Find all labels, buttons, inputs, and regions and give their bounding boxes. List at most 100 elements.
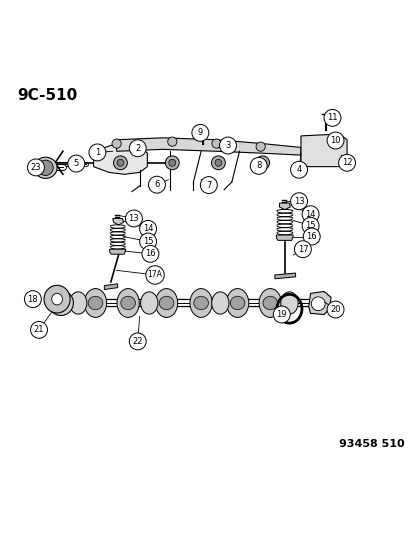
Circle shape	[113, 156, 127, 169]
Polygon shape	[116, 138, 300, 155]
Text: 17: 17	[297, 245, 307, 254]
Text: 16: 16	[145, 249, 155, 259]
Text: 9: 9	[197, 128, 202, 138]
Circle shape	[142, 245, 159, 262]
Circle shape	[31, 321, 47, 338]
Text: 7: 7	[206, 181, 211, 190]
Polygon shape	[109, 249, 126, 254]
Text: 15: 15	[305, 221, 315, 230]
Circle shape	[250, 157, 266, 174]
Circle shape	[301, 217, 318, 234]
Circle shape	[112, 139, 121, 148]
Polygon shape	[308, 292, 330, 314]
Circle shape	[311, 297, 324, 311]
Ellipse shape	[155, 288, 177, 317]
Text: 6: 6	[154, 180, 159, 189]
Ellipse shape	[44, 285, 70, 313]
Circle shape	[169, 159, 176, 166]
Ellipse shape	[159, 296, 173, 310]
Polygon shape	[300, 134, 346, 167]
Circle shape	[117, 159, 123, 166]
Ellipse shape	[193, 296, 208, 310]
Ellipse shape	[34, 157, 57, 179]
Circle shape	[148, 176, 165, 193]
Circle shape	[192, 124, 208, 141]
Polygon shape	[93, 143, 147, 174]
Text: 22: 22	[132, 337, 142, 346]
Ellipse shape	[226, 288, 248, 317]
Circle shape	[290, 161, 307, 178]
Text: 14: 14	[142, 224, 153, 233]
Text: 8: 8	[255, 161, 261, 171]
Ellipse shape	[190, 288, 212, 317]
Text: 9C-510: 9C-510	[17, 88, 77, 103]
Text: 12: 12	[341, 158, 351, 167]
Text: 15: 15	[142, 237, 153, 246]
Circle shape	[211, 156, 225, 169]
Text: 20: 20	[330, 305, 340, 314]
Text: 2: 2	[135, 144, 140, 152]
Circle shape	[303, 228, 319, 245]
Circle shape	[273, 306, 290, 323]
Circle shape	[145, 266, 164, 284]
Circle shape	[290, 193, 307, 209]
Circle shape	[338, 155, 355, 171]
Circle shape	[129, 333, 146, 350]
Circle shape	[211, 139, 221, 148]
Circle shape	[219, 137, 236, 154]
Text: 10: 10	[330, 136, 340, 145]
Circle shape	[27, 159, 44, 176]
Text: 17A: 17A	[147, 270, 162, 279]
Text: 5: 5	[74, 159, 79, 168]
Circle shape	[301, 206, 318, 223]
Circle shape	[139, 233, 156, 250]
Text: 93458 510: 93458 510	[339, 439, 404, 449]
Ellipse shape	[262, 296, 277, 310]
Circle shape	[259, 159, 266, 166]
Circle shape	[326, 301, 343, 318]
Circle shape	[326, 132, 343, 149]
Ellipse shape	[140, 292, 157, 314]
Ellipse shape	[84, 288, 107, 317]
Text: 18: 18	[28, 295, 38, 304]
Circle shape	[255, 156, 269, 169]
Circle shape	[323, 109, 340, 126]
Ellipse shape	[52, 293, 62, 305]
Ellipse shape	[69, 292, 87, 314]
Polygon shape	[104, 284, 117, 289]
Circle shape	[24, 290, 41, 308]
Text: 14: 14	[305, 210, 315, 219]
Circle shape	[139, 221, 156, 237]
Polygon shape	[274, 273, 295, 279]
Polygon shape	[276, 235, 292, 240]
Circle shape	[214, 159, 221, 166]
Ellipse shape	[48, 290, 73, 316]
Text: 19: 19	[276, 310, 286, 319]
Circle shape	[125, 210, 142, 227]
Text: 16: 16	[306, 232, 316, 241]
Text: 4: 4	[296, 165, 301, 174]
Text: 3: 3	[225, 141, 230, 150]
Circle shape	[200, 176, 217, 193]
Ellipse shape	[117, 288, 139, 317]
Ellipse shape	[211, 292, 228, 314]
Circle shape	[129, 140, 146, 157]
Text: 21: 21	[34, 325, 44, 334]
Ellipse shape	[280, 292, 297, 314]
Circle shape	[68, 155, 85, 172]
Circle shape	[89, 144, 106, 161]
Polygon shape	[112, 219, 123, 225]
Ellipse shape	[230, 296, 244, 310]
Text: 11: 11	[326, 114, 337, 123]
Circle shape	[255, 142, 265, 151]
Circle shape	[38, 160, 53, 175]
Circle shape	[167, 137, 176, 146]
Polygon shape	[279, 203, 290, 209]
Text: 13: 13	[128, 214, 139, 223]
Text: 1: 1	[95, 148, 100, 157]
Text: 23: 23	[31, 163, 41, 172]
Circle shape	[294, 241, 311, 257]
Ellipse shape	[88, 296, 102, 310]
Ellipse shape	[259, 288, 281, 317]
Ellipse shape	[121, 296, 135, 310]
